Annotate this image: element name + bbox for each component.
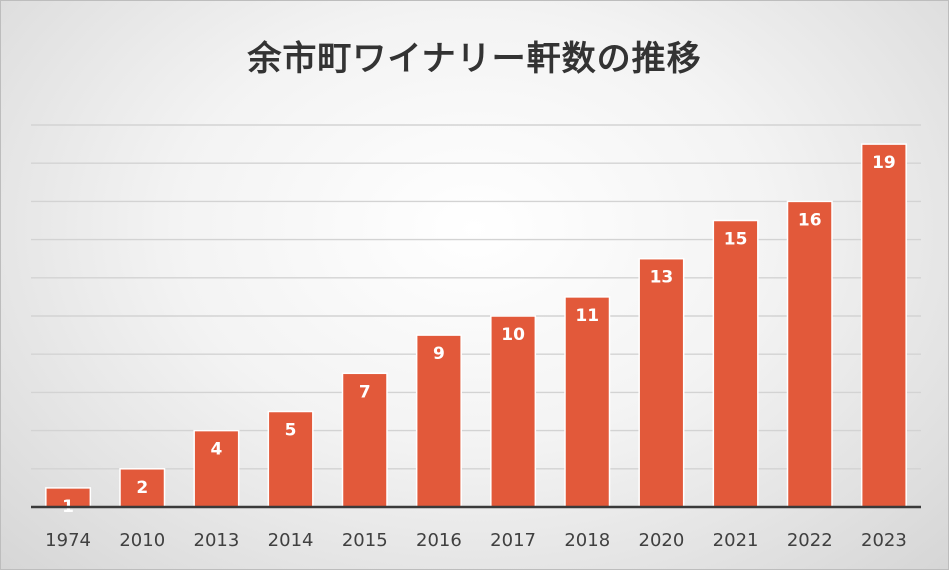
- chart-title: 余市町ワイナリー軒数の推移: [247, 39, 702, 79]
- bar-2022: [786, 200, 833, 508]
- x-tick-label-2013: 2013: [194, 530, 240, 551]
- data-label-2015: 7: [359, 382, 371, 402]
- bar-2017: [490, 315, 537, 508]
- gridlines: [31, 124, 921, 470]
- bar-2010: [119, 468, 166, 508]
- data-label-2023: 19: [872, 153, 896, 173]
- x-tick-label-2014: 2014: [268, 530, 314, 551]
- x-tick-labels: 1974 2010 2013 2014 2015 2016 2017 2018 2020 2021…: [45, 530, 907, 551]
- x-tick-label-2022: 2022: [787, 530, 833, 551]
- data-label-2017: 10: [501, 325, 525, 345]
- bar-2023: [860, 143, 907, 508]
- data-label-2013: 4: [210, 440, 222, 460]
- bar-2021: [712, 219, 759, 508]
- bar-2018: [564, 296, 611, 508]
- x-tick-label-2023: 2023: [861, 530, 907, 551]
- bar-2020: [638, 257, 685, 508]
- data-label-2014: 5: [285, 421, 297, 441]
- data-label-2018: 11: [575, 306, 599, 326]
- x-tick-label-2018: 2018: [564, 530, 610, 551]
- x-tick-label-2020: 2020: [639, 530, 685, 551]
- data-label-2010: 2: [136, 478, 148, 498]
- x-tick-label-2010: 2010: [119, 530, 165, 551]
- data-label-2020: 13: [650, 268, 674, 288]
- x-tick-label-2021: 2021: [713, 530, 759, 551]
- bar-2014: [267, 410, 314, 508]
- x-tick-label-2015: 2015: [342, 530, 388, 551]
- data-label-2022: 16: [798, 210, 822, 230]
- data-label-2021: 15: [724, 230, 748, 250]
- x-tick-label-2017: 2017: [490, 530, 536, 551]
- x-tick-label-2016: 2016: [416, 530, 462, 551]
- data-label-2016: 9: [433, 344, 445, 364]
- x-tick-label-1974: 1974: [45, 530, 91, 551]
